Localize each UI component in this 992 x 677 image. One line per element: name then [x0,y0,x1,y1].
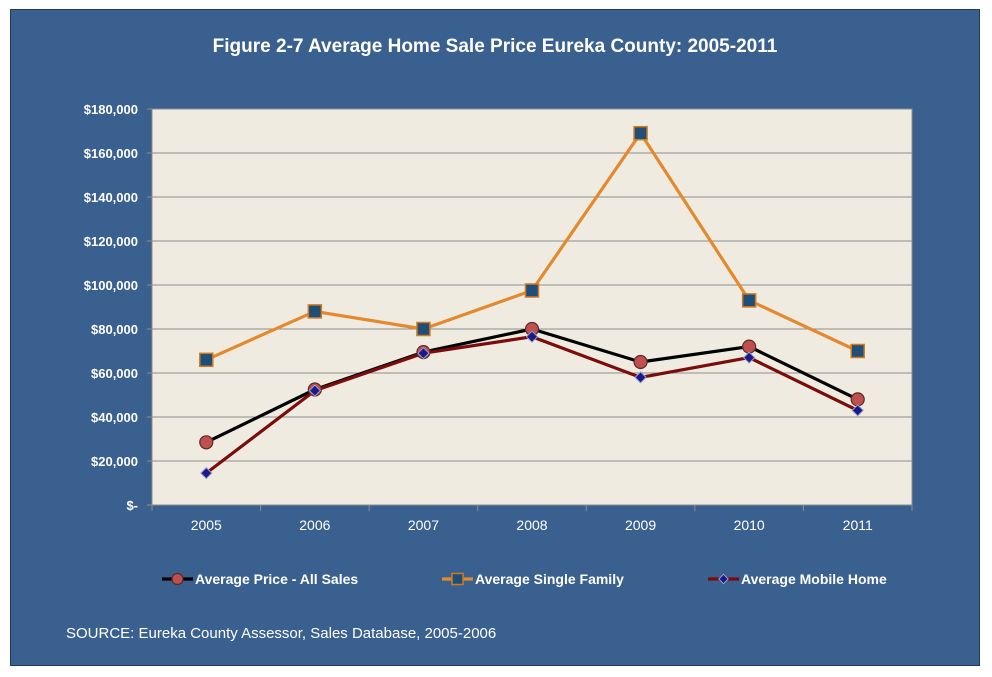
data-point-single-family [633,125,648,141]
data-point-all-sales [633,354,648,370]
y-tick-label: $160,000 [84,146,138,161]
data-point-single-family [416,321,431,337]
y-tick-label: $140,000 [84,190,138,205]
data-point-mobile-home [634,371,647,384]
data-point-all-sales [850,392,865,407]
plot-area [151,108,913,506]
data-point-mobile-home [308,384,322,397]
legend-item-single-family: Average Single Family [442,571,624,587]
legend-label: Average Single Family [475,571,624,587]
data-point-all-sales [742,339,757,354]
y-tick-label: $20,000 [91,454,138,469]
x-tick-label: 2010 [734,517,765,533]
x-tick-label: 2006 [299,517,330,533]
x-tick-label: 2008 [516,517,547,533]
data-point-single-family [524,283,540,298]
legend-label: Average Price - All Sales [195,571,358,587]
x-tick-label: 2011 [843,517,873,533]
data-point-mobile-home [417,346,430,360]
chart-title: Figure 2-7 Average Home Sale Price Eurek… [212,36,778,57]
line-chart: $- $20,000 $40,000 $60,000 $80,000 $100,000 $1… [84,102,913,587]
y-tick-label: $80,000 [91,322,138,337]
legend-marker [451,572,464,586]
legend-label: Average Mobile Home [741,571,887,587]
data-point-mobile-home [525,330,539,343]
chart-frame: Figure 2-7 Average Home Sale Price Eurek… [10,9,980,666]
x-tick-label: 2009 [625,517,656,533]
x-tick-label: 2007 [408,517,439,533]
legend-item-all-sales: Average Price - All Sales [162,571,358,587]
legend-item-mobile-home: Average Mobile Home [708,571,887,587]
data-point-mobile-home [200,466,213,480]
x-tick-label: 2005 [191,517,222,533]
y-tick-label: $180,000 [84,102,138,117]
data-point-all-sales [199,435,214,450]
y-tick-label: $- [126,498,138,513]
data-point-mobile-home [742,351,756,364]
y-tick-label: $120,000 [84,234,138,249]
y-tick-label: $40,000 [91,410,138,425]
data-point-single-family [741,293,757,308]
data-point-single-family [199,352,214,368]
source-note: SOURCE: Eureka County Assessor, Sales Da… [66,625,497,642]
y-tick-label: $100,000 [84,278,138,293]
legend-marker [171,572,184,586]
data-point-single-family [307,304,323,319]
y-tick-label: $60,000 [91,366,138,381]
data-point-mobile-home [851,404,864,417]
data-point-single-family [850,343,865,359]
legend-marker [718,573,729,585]
